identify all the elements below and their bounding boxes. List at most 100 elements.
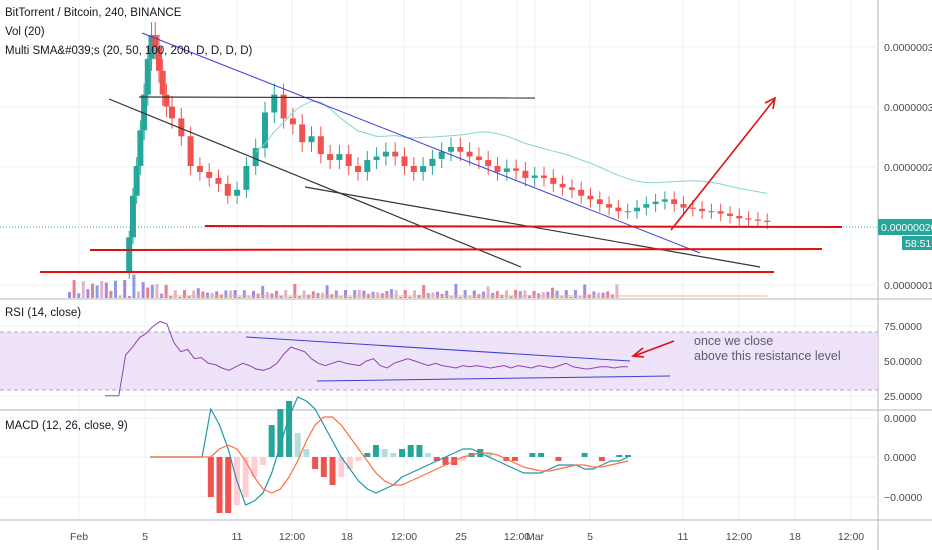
macd-histogram-bar (399, 449, 406, 457)
volume-bar (408, 296, 412, 298)
macd-histogram-bar (329, 457, 336, 485)
candle-body (392, 151, 399, 157)
y-tick-4: 0.00000015 (884, 280, 932, 292)
volume-bar (597, 292, 600, 298)
macd-histogram-bar (346, 457, 353, 469)
candle-body (475, 156, 482, 161)
rsi-arrow[interactable] (633, 340, 675, 357)
candle-body (401, 156, 408, 166)
volume-bar (311, 291, 315, 298)
candle-body (764, 220, 771, 222)
volume-bar (104, 282, 108, 298)
volume-bar (491, 292, 495, 298)
volume-bar (150, 284, 154, 298)
candle-body (155, 47, 162, 71)
volume-bar (265, 292, 269, 298)
candle-body (152, 35, 159, 47)
macd-histogram-bar (207, 457, 214, 497)
volume-bar (187, 296, 191, 298)
volume-bar (334, 290, 338, 298)
drawings-rsi-pane[interactable] (245, 336, 675, 382)
volume-bar (114, 280, 117, 298)
volume-bar (454, 284, 458, 298)
macd-histogram-bar (225, 457, 232, 513)
macd-histogram-bar (512, 457, 519, 461)
volume-bar (357, 289, 361, 298)
candle-body (429, 158, 436, 166)
macd-histogram-bar (320, 457, 327, 477)
descending-resistance-line[interactable] (141, 32, 701, 254)
volume-bar (546, 291, 550, 298)
volume-bar (376, 292, 380, 298)
candle-body (485, 160, 492, 166)
descending-channel-line[interactable] (108, 98, 522, 268)
x-tick-7: 25 (455, 531, 467, 543)
legend-rsi[interactable]: RSI (14, close) (5, 307, 82, 319)
macd-histogram-bar (485, 453, 492, 457)
candle-body (234, 189, 241, 196)
x-tick-9: Mar (526, 531, 545, 543)
candle-body (513, 168, 520, 171)
volume-bar (339, 296, 343, 298)
volume-bar (551, 287, 554, 298)
volume-bar (123, 280, 127, 298)
volume-bar (459, 297, 462, 298)
legend-main-title[interactable]: BitTorrent / Bitcoin, 240, BINANCE (5, 7, 182, 19)
candle-body (717, 211, 724, 214)
drawings-price-pane[interactable] (40, 32, 843, 273)
macd-histogram-bar (355, 457, 362, 461)
candle-body (206, 171, 213, 178)
volume-bar (141, 282, 145, 298)
candle-body (652, 201, 659, 205)
volume-bar (238, 297, 242, 298)
legend-sma[interactable]: Multi SMA&#039;s (20, 50, 100, 200, D, D… (5, 45, 253, 57)
candle-body (163, 94, 170, 107)
volume-bar (242, 290, 246, 298)
legend-macd[interactable]: MACD (12, 26, close, 9) (5, 420, 128, 432)
rsi-line (105, 321, 628, 397)
candle-body (634, 207, 640, 212)
x-tick-13: 18 (789, 531, 801, 543)
volume-bar (592, 291, 596, 298)
legend-volume[interactable]: Vol (20) (5, 26, 45, 38)
macd-histogram-bar (338, 457, 345, 477)
price-candles (126, 22, 771, 279)
candle-body (345, 154, 352, 166)
candle-body (410, 166, 417, 172)
volume-bar (353, 290, 357, 298)
candle-body (215, 177, 222, 184)
volume-bar (192, 290, 196, 298)
macd-histogram-bar (390, 453, 397, 457)
red-horizontal-line-1[interactable] (204, 225, 843, 228)
macd-tick-1: 0.0000 (884, 413, 916, 425)
red-horizontal-line-2[interactable] (89, 248, 823, 251)
candle-body (308, 136, 315, 143)
volume-bar (486, 286, 490, 298)
candle-body (327, 154, 334, 161)
candle-body (643, 204, 650, 208)
volume-bar (436, 291, 439, 298)
volume-bar (293, 284, 297, 298)
macd-histogram-bar (581, 453, 588, 457)
rsi-resistance-line[interactable] (245, 336, 631, 362)
candle-body (578, 189, 585, 196)
volume-bar (472, 290, 476, 298)
volume-bar (164, 284, 168, 298)
macd-histogram-bar (442, 457, 449, 465)
volume-bar (210, 292, 214, 298)
candle-body (671, 199, 678, 205)
candle-body (169, 106, 175, 119)
price-axis[interactable] (878, 0, 932, 550)
volume-bar (100, 280, 104, 298)
volume-bar (505, 290, 508, 298)
candle-body (355, 166, 361, 172)
breakout-arrow[interactable] (670, 99, 775, 231)
rsi-support-line[interactable] (316, 375, 671, 382)
volume-bar (523, 290, 527, 298)
horizontal-top-line[interactable] (138, 96, 536, 99)
candle-body (299, 124, 306, 143)
macd-histogram-bar (416, 445, 423, 457)
candle-body (196, 166, 203, 172)
